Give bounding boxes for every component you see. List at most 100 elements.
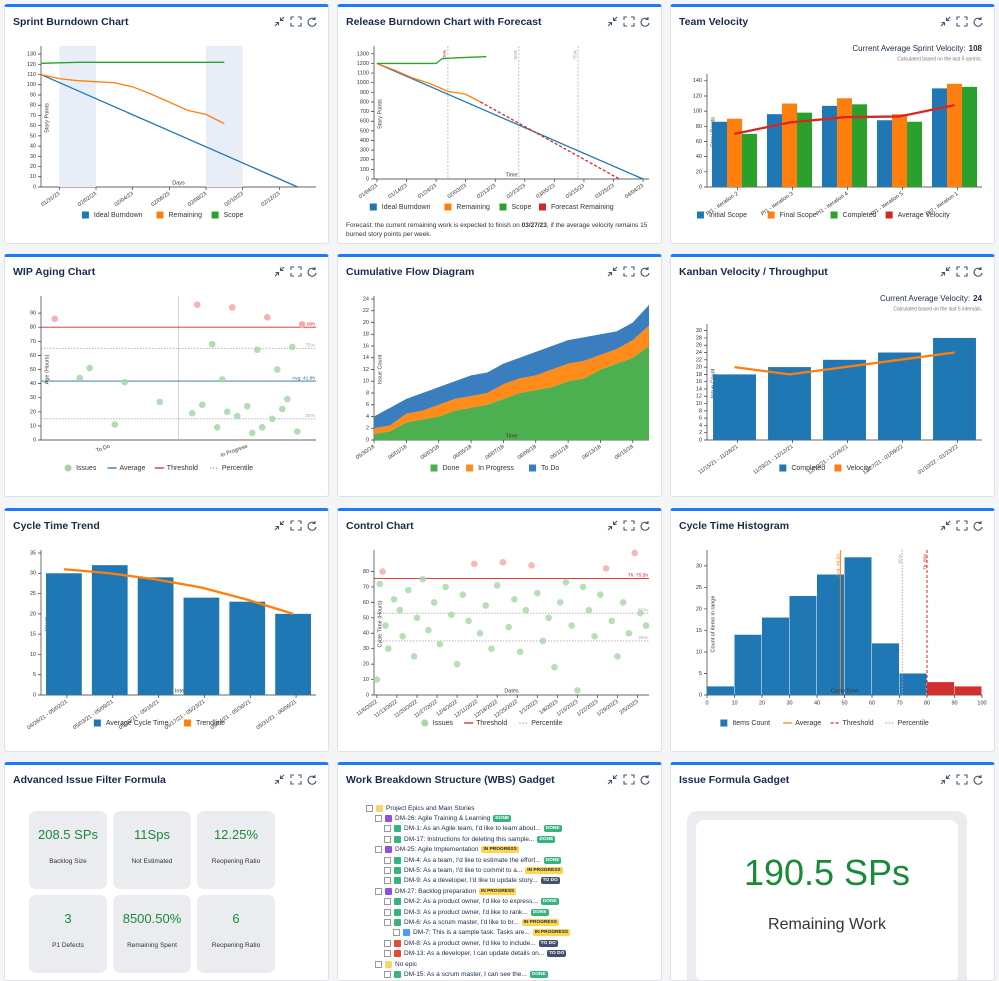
refresh-button[interactable] (973, 267, 983, 277)
legend-swatch (430, 464, 438, 472)
expand-toggle[interactable] (393, 929, 400, 937)
issue-type-icon (394, 877, 401, 885)
expand-toggle[interactable] (384, 867, 391, 875)
headline: Current Average Velocity: 24 (880, 294, 983, 303)
expand-toggle[interactable] (384, 856, 391, 864)
shrink-button[interactable] (607, 774, 618, 785)
bar (713, 374, 756, 440)
wbs-label: DM-17: Instructions for deleting this sa… (404, 835, 535, 843)
refresh-button[interactable] (307, 17, 317, 27)
y-tick-label: 1000 (357, 80, 369, 86)
refresh-button[interactable] (307, 267, 317, 277)
y-tick-label: 40 (363, 631, 369, 637)
gadget-card: Work Breakdown Structure (WBS) Gadget Pro… (337, 762, 662, 981)
legend-swatch (211, 211, 219, 219)
shrink-button[interactable] (274, 16, 285, 27)
expand-toggle[interactable] (384, 970, 391, 978)
y-tick-label: 22 (363, 308, 369, 314)
gadget-actions (274, 266, 317, 277)
y-tick-label: 500 (360, 128, 369, 134)
expand-toggle[interactable] (375, 815, 382, 823)
legend-swatch (156, 211, 164, 219)
expand-toggle[interactable] (384, 939, 391, 947)
shrink-button[interactable] (274, 520, 285, 531)
gadget-actions (274, 774, 317, 785)
shrink-button[interactable] (940, 266, 951, 277)
expand-toggle[interactable] (384, 950, 391, 958)
shrink-button[interactable] (940, 16, 951, 27)
y-tick-label: 20 (696, 169, 702, 175)
histogram-bar (872, 643, 899, 695)
fullscreen-button[interactable] (623, 266, 635, 277)
fullscreen-button[interactable] (290, 16, 302, 27)
bar (931, 88, 947, 187)
chart: 0 5 10 15 20 25 30 Count of items in range Cycle… (696, 550, 987, 727)
expand-toggle[interactable] (384, 825, 391, 833)
fullscreen-button[interactable] (290, 774, 302, 785)
fullscreen-button[interactable] (956, 774, 968, 785)
fullscreen-button[interactable] (623, 774, 635, 785)
shrink-button[interactable] (274, 774, 285, 785)
y-tick-label: 120 (27, 62, 36, 68)
refresh-button[interactable] (640, 267, 650, 277)
expand-toggle[interactable] (384, 908, 391, 916)
shrink-button[interactable] (607, 266, 618, 277)
series-line (734, 351, 955, 376)
refresh-button[interactable] (307, 775, 317, 785)
legend-swatch (499, 203, 507, 211)
expand-toggle[interactable] (375, 887, 382, 895)
gadget-title: Release Burndown Chart with Forecast (346, 16, 542, 28)
fullscreen-button[interactable] (623, 16, 635, 27)
expand-toggle[interactable] (375, 846, 382, 854)
reference-label: Th: 80h (299, 321, 316, 327)
shrink-button[interactable] (607, 16, 618, 27)
wbs-label: DM-15: As a scrum master, I can see the.… (404, 970, 527, 978)
refresh-button[interactable] (640, 521, 650, 531)
expand-toggle[interactable] (384, 918, 391, 926)
issue-type-icon (394, 970, 401, 978)
fullscreen-button[interactable] (623, 520, 635, 531)
fullscreen-button[interactable] (956, 266, 968, 277)
expand-toggle[interactable] (384, 898, 391, 906)
issue-dot (382, 622, 389, 629)
gadget-actions (274, 16, 317, 27)
refresh-button[interactable] (307, 521, 317, 531)
x-tick-label: 02/12/23 (260, 191, 281, 208)
expand-toggle[interactable] (384, 835, 391, 843)
x-tick-label: 60 (869, 700, 875, 706)
refresh-button[interactable] (640, 775, 650, 785)
wbs-label: DM-8: As a product owner, I'd like to in… (404, 939, 536, 947)
expand-toggle[interactable] (366, 804, 373, 812)
issue-dot (385, 645, 392, 652)
y-tick-label: 6 (699, 416, 702, 422)
fullscreen-button[interactable] (956, 520, 968, 531)
x-tick-label: 80 (924, 700, 930, 706)
shrink-button[interactable] (274, 266, 285, 277)
fullscreen-button[interactable] (956, 16, 968, 27)
x-tick-label: 01/10/22 - 01/23/22 (917, 444, 960, 476)
expand-toggle[interactable] (375, 960, 382, 968)
wbs-label: No epic (395, 960, 418, 968)
expand-toggle[interactable] (384, 877, 391, 885)
gadget-title: Work Breakdown Structure (WBS) Gadget (346, 774, 555, 786)
y-tick-label: 14 (363, 355, 369, 361)
shrink-button[interactable] (940, 774, 951, 785)
x-tick-label: 1/1/2023 (518, 699, 539, 716)
gadget-card: Cycle Time Trend05101520253035HoursTime … (4, 508, 329, 752)
issue-dot (390, 596, 398, 603)
fullscreen-button[interactable] (290, 520, 302, 531)
y-tick-label: 20 (30, 409, 36, 415)
shrink-button[interactable] (607, 520, 618, 531)
shrink-button[interactable] (940, 520, 951, 531)
refresh-button[interactable] (640, 17, 650, 27)
refresh-button[interactable] (973, 775, 983, 785)
headline-label: Current Average Velocity: (880, 294, 970, 303)
fullscreen-button[interactable] (290, 266, 302, 277)
y-tick-label: 8 (699, 408, 702, 414)
legend-label: Average (120, 465, 146, 472)
refresh-button[interactable] (973, 17, 983, 27)
issue-dot (505, 623, 512, 631)
note-part: Forecast: the current remaining work is … (346, 222, 522, 229)
x-tick-label: 11/29/21 - 12/12/21 (752, 444, 794, 476)
refresh-button[interactable] (973, 521, 983, 531)
